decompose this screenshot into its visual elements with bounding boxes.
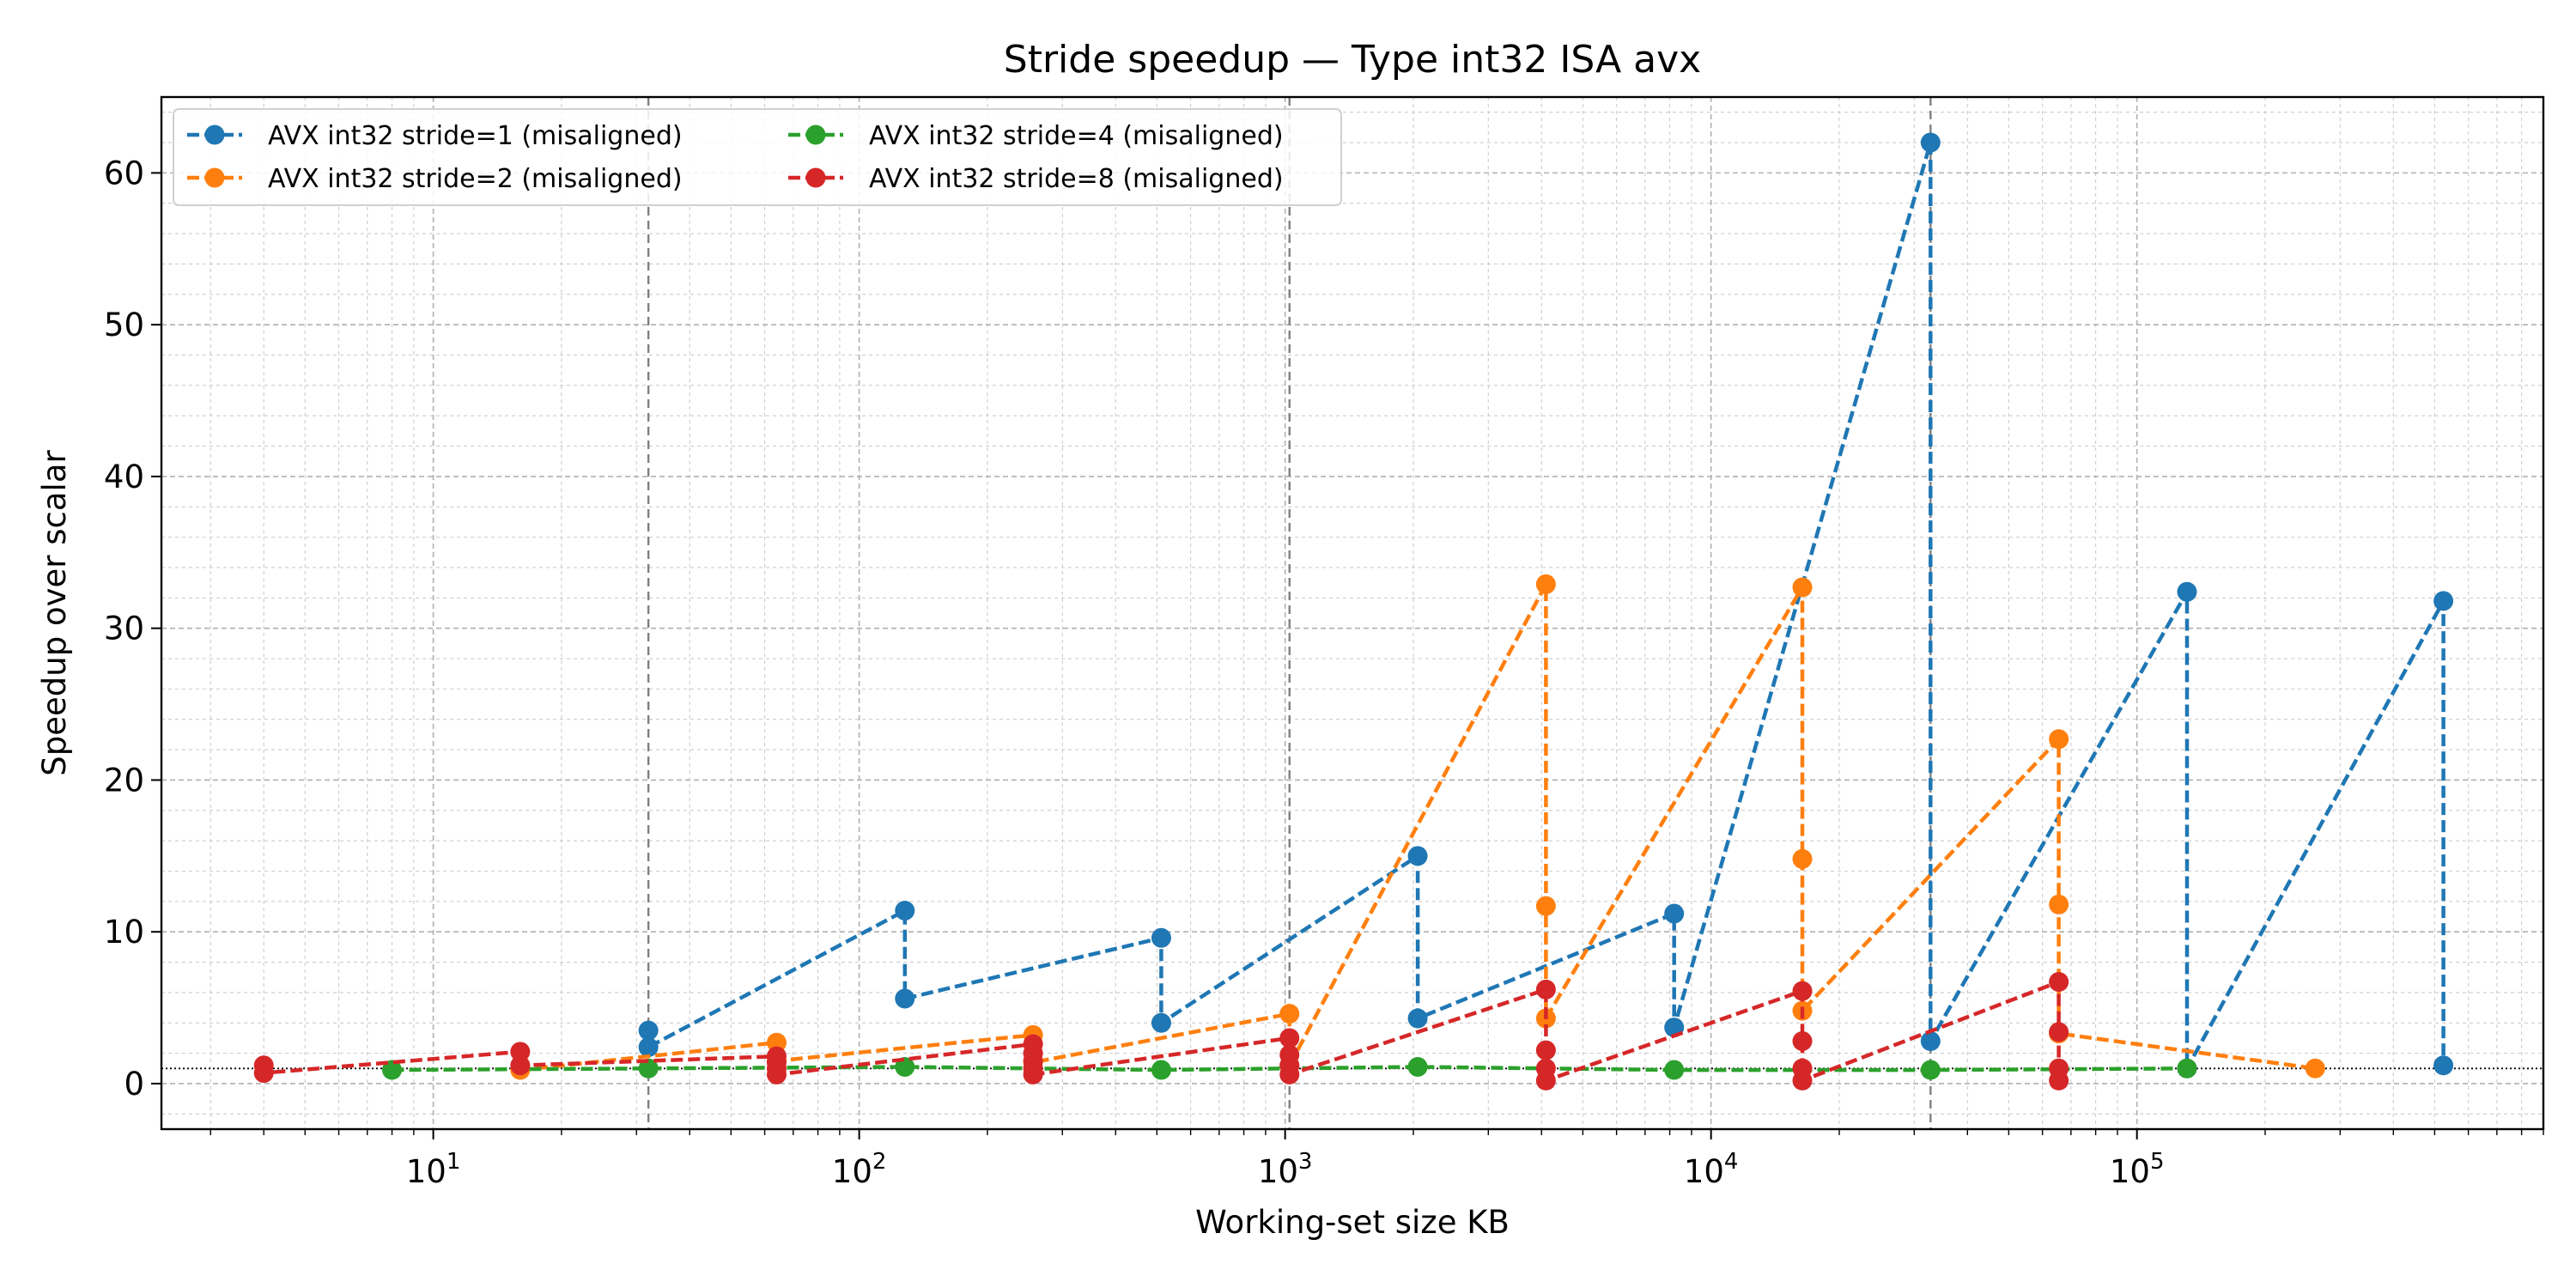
plot-frame (160, 95, 2545, 1131)
legend-label: AVX int32 stride=4 (misaligned) (869, 121, 1284, 151)
legend-item-4[interactable]: AVX int32 stride=8 (misaligned) (788, 164, 1284, 194)
data-point (895, 900, 915, 920)
data-point (638, 1037, 659, 1058)
y-tick-label: 30 (104, 611, 144, 647)
data-point (895, 988, 915, 1009)
data-point (1664, 903, 1685, 924)
data-point (638, 1020, 659, 1041)
data-point (1151, 927, 1171, 948)
data-point (1792, 577, 1813, 598)
data-point (510, 1055, 531, 1076)
data-point (253, 1063, 274, 1084)
y-tick-label: 60 (104, 155, 144, 191)
x-tick-label: 105 (2110, 1149, 2165, 1190)
series-line (646, 142, 2445, 1070)
legend-marker (805, 167, 826, 188)
data-point (510, 1042, 531, 1062)
y-axis-label: Speedup over scalar (36, 450, 73, 776)
data-point (1279, 1064, 1300, 1084)
data-point (1151, 1012, 1171, 1033)
data-point (1535, 896, 1556, 916)
data-point (638, 1058, 659, 1078)
data-point (2049, 1022, 2069, 1042)
series-1 (638, 132, 2454, 1078)
data-point (1792, 1030, 1813, 1051)
data-point (1920, 1060, 1941, 1080)
legend-item-3[interactable]: AVX int32 stride=4 (misaligned) (788, 121, 1284, 151)
data-point (2433, 591, 2454, 611)
data-point (1792, 981, 1813, 1001)
data-point (1792, 1070, 1813, 1091)
data-point (1407, 846, 1428, 866)
data-point (1279, 1004, 1300, 1024)
x-tick-label: 101 (406, 1149, 461, 1190)
y-tick-label: 40 (104, 459, 144, 495)
series-line (518, 580, 2316, 1072)
legend-label: AVX int32 stride=2 (misaligned) (268, 164, 683, 194)
data-point (895, 1057, 915, 1078)
data-point (1279, 1028, 1300, 1048)
data-point (1792, 848, 1813, 869)
legend-marker (204, 125, 225, 145)
x-tick-label: 104 (1684, 1149, 1739, 1190)
axis-ticks: 101 102 103 104 105 0 10 20 30 40 50 60 (104, 155, 2544, 1190)
legend-marker (204, 167, 225, 188)
data-point (2049, 972, 2069, 993)
y-tick-label: 10 (104, 914, 144, 951)
data-point (1920, 1030, 1941, 1051)
data-point (1920, 132, 1941, 153)
legend-item-1[interactable]: AVX int32 stride=1 (misaligned) (187, 121, 683, 151)
series-layer (253, 132, 2454, 1091)
legend[interactable]: AVX int32 stride=1 (misaligned) AVX int32… (173, 108, 1342, 206)
y-tick-label: 20 (104, 762, 144, 799)
data-point (382, 1060, 403, 1080)
data-point (2049, 729, 2069, 750)
series-4 (253, 972, 2069, 1091)
data-point (2177, 1058, 2197, 1078)
y-tick-label: 0 (124, 1066, 144, 1103)
data-point (1535, 1040, 1556, 1060)
data-point (2049, 1070, 2069, 1091)
x-tick-label: 102 (832, 1149, 887, 1190)
data-point (1151, 1060, 1171, 1080)
data-point (2177, 581, 2197, 602)
data-point (1664, 1060, 1685, 1080)
data-point (1407, 1057, 1428, 1078)
x-axis-label: Working-set size KB (1195, 1204, 1510, 1241)
legend-label: AVX int32 stride=1 (misaligned) (268, 121, 683, 151)
data-point (766, 1032, 787, 1053)
data-point (766, 1064, 787, 1084)
legend-marker (805, 125, 826, 145)
data-point (1023, 1064, 1043, 1084)
legend-box (173, 108, 1342, 206)
data-point (1535, 979, 1556, 999)
chart-title: Stride speedup — Type int32 ISA avx (1004, 38, 1701, 82)
y-tick-label: 50 (104, 307, 144, 343)
data-point (1407, 1008, 1428, 1029)
data-point (2433, 1055, 2454, 1076)
legend-label: AVX int32 stride=8 (misaligned) (869, 164, 1284, 194)
legend-item-2[interactable]: AVX int32 stride=2 (misaligned) (187, 164, 683, 194)
data-point (1535, 574, 1556, 594)
data-point (2049, 894, 2069, 914)
data-point (1535, 1070, 1556, 1091)
data-point (2305, 1058, 2325, 1078)
x-tick-label: 103 (1258, 1149, 1313, 1190)
